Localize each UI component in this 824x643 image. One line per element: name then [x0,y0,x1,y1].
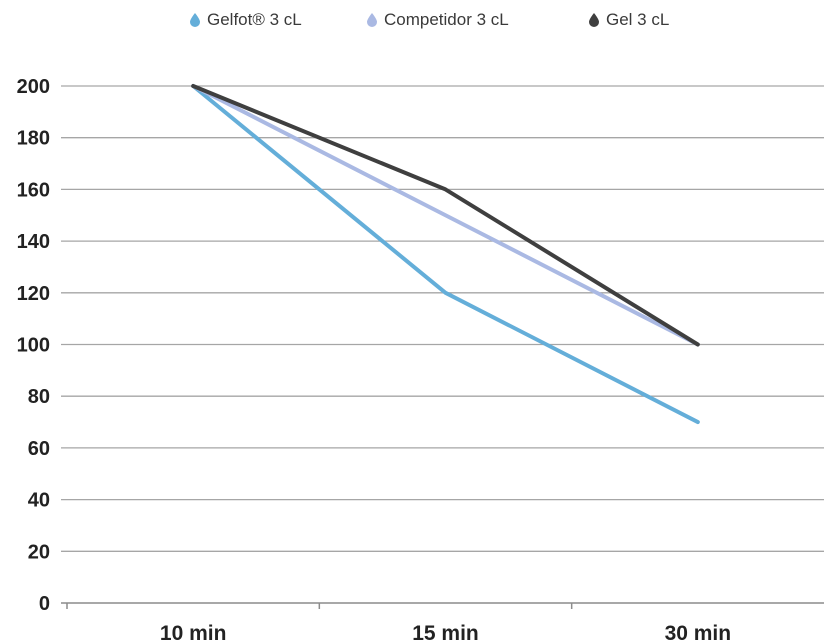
x-tick-label: 15 min [412,622,479,643]
y-tick-label: 120 [17,283,50,305]
legend-label-gelfot: Gelfot® 3 cL [207,10,302,29]
x-tick-label: 30 min [665,622,732,643]
y-axis-ticks: 0 20 40 60 80 100 120 140 160 180 200 [17,76,50,615]
legend-label-competidor: Competidor 3 cL [384,10,509,29]
drop-icon [190,13,200,27]
legend-item-gelfot: Gelfot® 3 cL [190,10,302,30]
legend-item-gel: Gel 3 cL [589,10,669,30]
chart-legend: Gelfot® 3 cL Competidor 3 cL Gel 3 cL [0,10,824,34]
drop-icon [367,13,377,27]
series-line-1 [191,84,700,347]
axes [61,602,824,609]
y-tick-label: 80 [28,386,50,408]
gridlines [61,85,824,552]
y-tick-label: 40 [28,490,50,512]
x-axis-ticks: 10 min 15 min 30 min [160,622,731,643]
series-lines [191,84,700,425]
y-tick-label: 60 [28,438,50,460]
y-tick-label: 200 [17,76,50,98]
series-line-2 [191,84,700,347]
y-tick-label: 100 [17,335,50,357]
y-tick-label: 140 [17,231,50,253]
y-tick-label: 180 [17,128,50,150]
y-tick-label: 20 [28,541,50,563]
legend-item-competidor: Competidor 3 cL [367,10,509,30]
y-tick-label: 160 [17,179,50,201]
x-tick-label: 10 min [160,622,227,643]
legend-label-gel: Gel 3 cL [606,10,670,29]
series-line-0 [191,84,700,425]
y-tick-label: 0 [39,593,50,615]
drop-icon [589,13,599,27]
